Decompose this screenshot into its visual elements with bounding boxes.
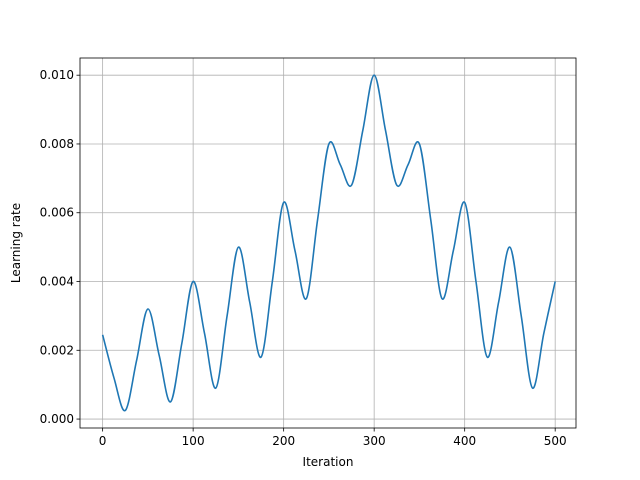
x-tick-label: 400 [453,434,476,448]
y-axis-label: Learning rate [9,203,23,283]
axes-frame [79,57,577,429]
x-tick-label: 100 [182,434,205,448]
x-tick-label: 500 [544,434,567,448]
line-series [101,74,556,412]
y-tick-label: 0.000 [40,412,74,426]
x-tick-label: 200 [272,434,295,448]
grid [80,58,576,428]
x-tick-label: 0 [99,434,107,448]
plot [101,74,556,412]
y-tick-label: 0.006 [40,206,74,220]
y-tick-label: 0.004 [40,275,74,289]
y-tick-label: 0.010 [40,68,74,82]
y-tick-label: 0.002 [40,343,74,357]
x-tick-label: 300 [363,434,386,448]
x-axis-label: Iteration [303,455,354,469]
y-tick-label: 0.008 [40,137,74,151]
